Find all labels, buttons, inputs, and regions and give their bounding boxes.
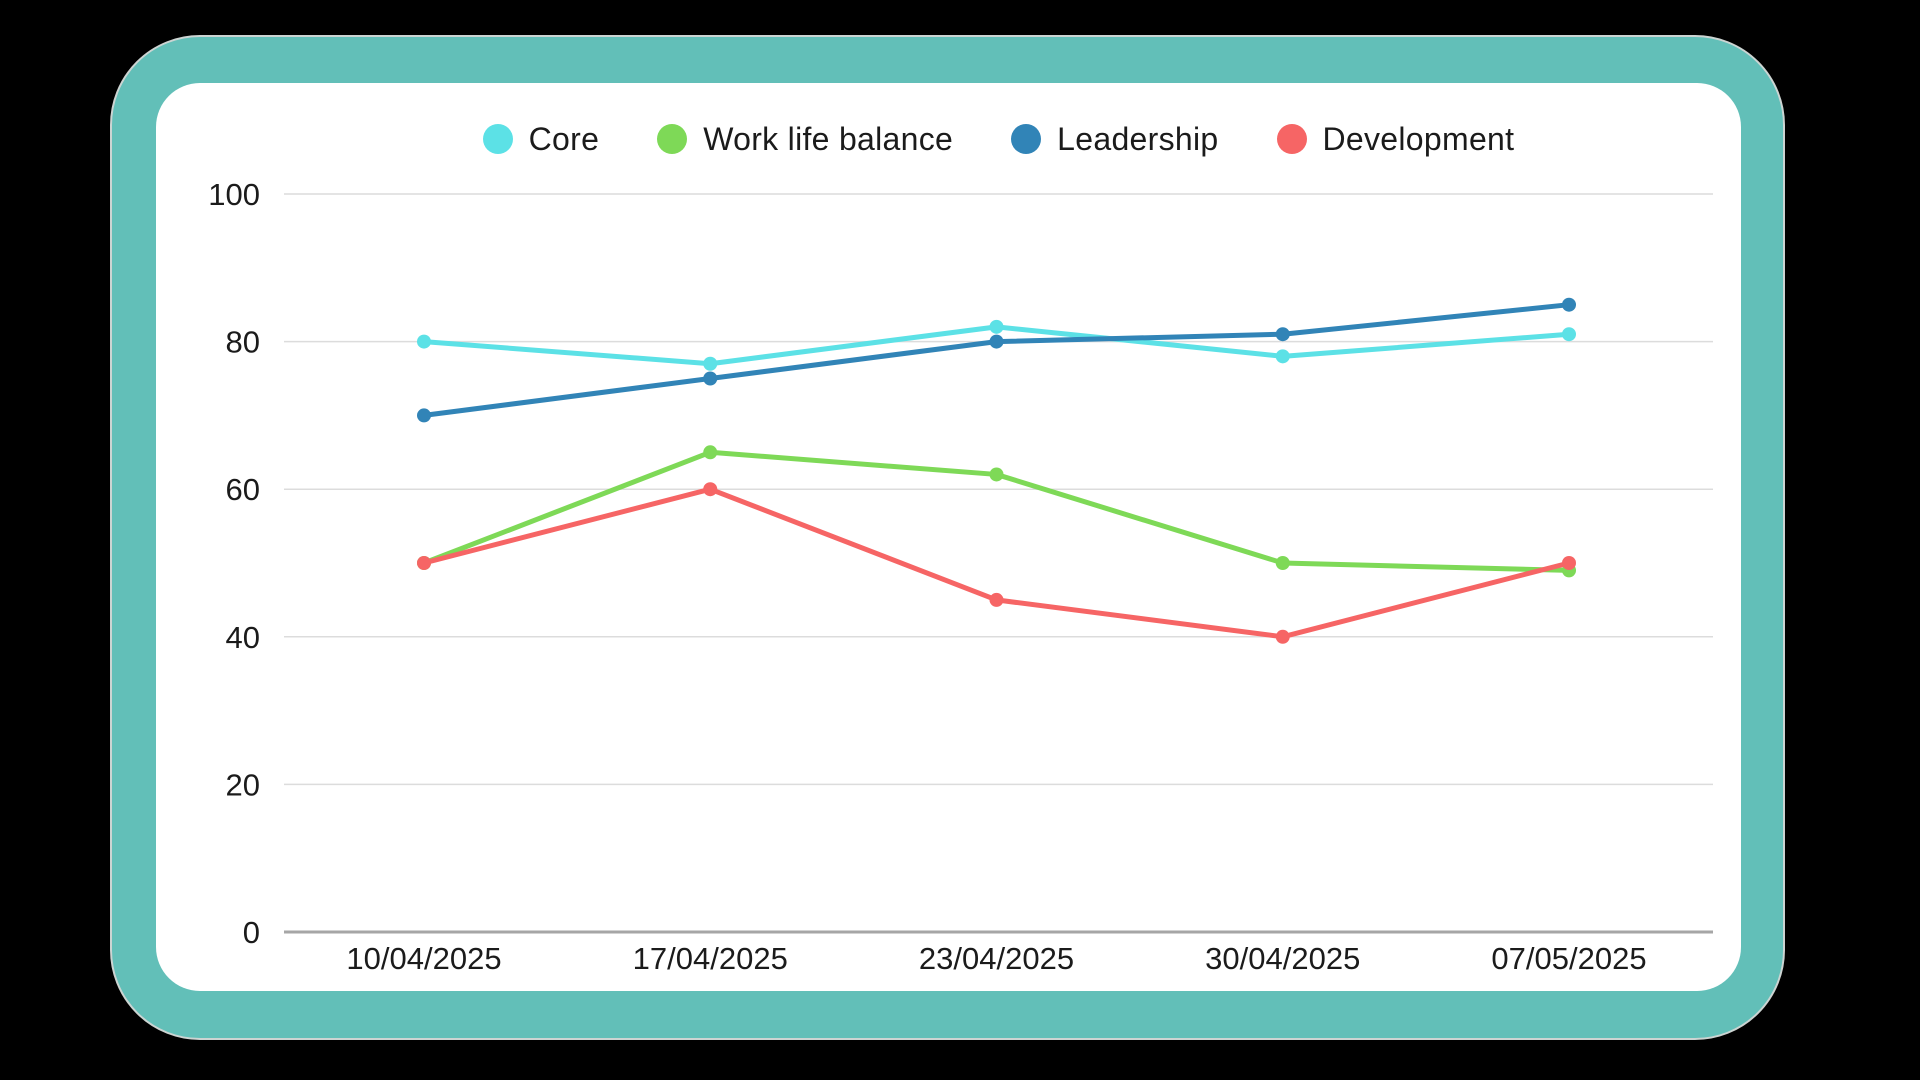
legend-label-leadership: Leadership xyxy=(1057,121,1219,157)
svg-text:100: 100 xyxy=(208,177,260,212)
svg-text:30/04/2025: 30/04/2025 xyxy=(1205,941,1360,976)
svg-text:60: 60 xyxy=(226,472,260,507)
work-life-balance-series-dot-icon xyxy=(657,124,688,154)
legend-item-work-life-balance[interactable]: Work life balance xyxy=(657,123,953,155)
legend-item-leadership[interactable]: Leadership xyxy=(1011,123,1218,155)
chart-legend: Core Work life balance Leadership Develo… xyxy=(284,117,1713,161)
svg-text:07/05/2025: 07/05/2025 xyxy=(1491,941,1646,976)
svg-text:40: 40 xyxy=(226,620,260,655)
legend-label-core: Core xyxy=(528,121,600,157)
teal-frame: Core Work life balance Leadership Develo… xyxy=(110,35,1785,1040)
svg-text:0: 0 xyxy=(243,915,260,950)
svg-text:23/04/2025: 23/04/2025 xyxy=(919,941,1074,976)
line-chart: 0 20 40 60 80 100 10/04/2025 17/04/2025 23/04/20… xyxy=(208,177,1713,976)
core-series-dot-icon xyxy=(482,124,513,154)
legend-item-development[interactable]: Development xyxy=(1276,121,1515,157)
legend-label-development: Development xyxy=(1322,121,1515,157)
svg-text:80: 80 xyxy=(226,325,260,360)
svg-text:17/04/2025: 17/04/2025 xyxy=(633,941,788,976)
development-series-dot-icon xyxy=(1276,124,1307,154)
chart-card: Core Work life balance Leadership Develo… xyxy=(156,83,1741,991)
svg-text:10/04/2025: 10/04/2025 xyxy=(346,941,501,976)
legend-label-work-life-balance: Work life balance xyxy=(703,121,954,157)
svg-text:20: 20 xyxy=(226,767,260,802)
leadership-series-dot-icon xyxy=(1011,124,1042,154)
legend-item-core[interactable]: Core xyxy=(482,121,600,157)
